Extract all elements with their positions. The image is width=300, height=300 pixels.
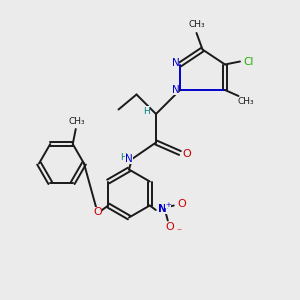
Text: N: N [125,154,133,164]
Text: O: O [182,149,191,160]
Text: CH₃: CH₃ [69,117,85,126]
Text: O: O [166,222,175,232]
Text: N: N [172,85,179,95]
Text: +: + [165,202,171,208]
Text: H: H [144,106,150,116]
Text: N: N [158,203,167,214]
Text: N: N [172,58,179,68]
Text: H: H [120,153,127,162]
Text: ⁻: ⁻ [177,227,182,238]
Text: CH₃: CH₃ [238,98,254,106]
Text: Cl: Cl [244,56,254,67]
Text: O: O [178,199,186,209]
Text: CH₃: CH₃ [188,20,205,29]
Text: O: O [93,207,102,217]
